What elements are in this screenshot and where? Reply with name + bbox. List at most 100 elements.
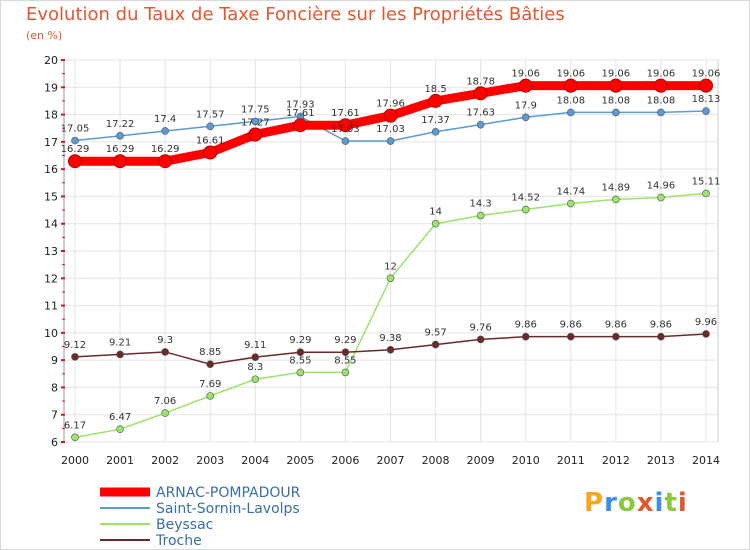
data-label-troche: 9.38	[379, 333, 401, 344]
data-point-troche	[657, 332, 665, 341]
data-point-beyssac	[657, 193, 665, 202]
y-tick-label: 16	[44, 163, 58, 176]
data-label-saint-sornin-lavolps: 17.9	[515, 100, 537, 111]
data-point-arnac-pompadour	[338, 118, 353, 133]
data-point-beyssac	[612, 195, 620, 204]
data-label-saint-sornin-lavolps: 17.22	[106, 119, 135, 130]
data-label-troche: 9.57	[424, 328, 446, 339]
data-label-saint-sornin-lavolps: 17.37	[421, 115, 450, 126]
y-tick-label: 20	[44, 54, 58, 67]
data-label-beyssac: 8.55	[334, 355, 356, 366]
data-point-troche	[296, 348, 305, 357]
legend-label-saint-sornin-lavolps: Saint-Sornin-Lavolps	[156, 501, 300, 517]
data-point-saint-sornin-lavolps	[566, 108, 575, 117]
data-point-saint-sornin-lavolps	[521, 113, 530, 122]
x-tick-label: 2005	[286, 454, 314, 467]
data-point-beyssac	[386, 274, 395, 283]
data-label-beyssac: 12	[384, 261, 397, 272]
data-point-arnac-pompadour	[608, 78, 623, 93]
x-tick-label: 2003	[196, 454, 224, 467]
data-label-saint-sornin-lavolps: 18.08	[602, 95, 631, 106]
logo-letter: r	[604, 488, 618, 518]
data-label-saint-sornin-lavolps: 18.08	[556, 95, 585, 106]
data-point-saint-sornin-lavolps	[341, 137, 350, 145]
data-point-beyssac	[476, 211, 485, 220]
data-label-troche: 9.12	[64, 340, 86, 351]
x-tick-label: 2008	[422, 454, 450, 467]
data-label-arnac-pompadour: 17.96	[376, 99, 405, 110]
data-label-arnac-pompadour: 19.06	[511, 69, 540, 80]
logo-letter: t	[664, 488, 678, 518]
data-point-troche	[161, 348, 169, 356]
logo-letter: P	[584, 488, 605, 518]
y-tick-label: 6	[51, 436, 58, 449]
data-label-arnac-pompadour: 16.61	[196, 135, 225, 146]
x-tick-label: 2012	[602, 454, 630, 467]
data-point-saint-sornin-lavolps	[71, 136, 79, 145]
data-point-beyssac	[341, 368, 350, 377]
y-tick-label: 18	[44, 109, 58, 122]
data-point-arnac-pompadour	[473, 86, 488, 101]
data-point-saint-sornin-lavolps	[431, 127, 440, 136]
data-point-beyssac	[206, 392, 215, 400]
x-tick-label: 2001	[106, 454, 134, 467]
data-label-arnac-pompadour: 19.06	[647, 69, 676, 80]
data-point-arnac-pompadour	[383, 108, 398, 123]
data-point-arnac-pompadour	[248, 127, 263, 142]
data-point-troche	[612, 332, 620, 341]
data-point-arnac-pompadour	[158, 154, 173, 169]
data-label-arnac-pompadour: 17.27	[241, 117, 270, 128]
data-point-troche	[386, 345, 395, 354]
y-tick-label: 8	[51, 381, 58, 394]
data-label-troche: 9.86	[560, 320, 582, 331]
data-label-beyssac: 6.17	[64, 420, 86, 431]
data-point-arnac-pompadour	[653, 78, 668, 93]
data-point-arnac-pompadour	[113, 154, 128, 169]
y-tick-label: 14	[44, 218, 58, 231]
data-label-troche: 8.85	[199, 347, 221, 358]
data-label-troche: 9.3	[157, 335, 173, 346]
data-label-troche: 9.21	[109, 337, 131, 348]
data-label-troche: 9.86	[605, 320, 627, 331]
y-tick-label: 19	[44, 81, 58, 94]
data-label-arnac-pompadour: 16.29	[61, 144, 90, 155]
data-label-beyssac: 14.96	[647, 181, 676, 192]
x-tick-label: 2014	[692, 454, 720, 467]
data-point-saint-sornin-lavolps	[251, 117, 260, 126]
data-point-saint-sornin-lavolps	[386, 137, 395, 145]
data-point-arnac-pompadour	[293, 118, 308, 133]
x-tick-label: 2013	[647, 454, 675, 467]
data-point-troche	[476, 335, 485, 344]
y-tick-label: 7	[51, 409, 58, 422]
legend-label-beyssac: Beyssac	[156, 517, 213, 533]
data-label-troche: 9.86	[650, 320, 672, 331]
y-tick-label: 15	[44, 190, 58, 203]
x-tick-label: 2000	[61, 454, 89, 467]
data-label-beyssac: 7.69	[199, 379, 221, 390]
data-label-beyssac: 8.55	[289, 355, 311, 366]
data-point-troche	[206, 360, 215, 369]
data-point-beyssac	[71, 433, 79, 442]
data-point-troche	[71, 353, 79, 361]
y-tick-label: 11	[44, 300, 58, 313]
data-label-beyssac: 14.3	[470, 199, 492, 210]
data-point-beyssac	[431, 219, 440, 228]
proxiti-logo: Proxiti	[584, 488, 688, 518]
data-point-troche	[521, 332, 530, 341]
data-label-saint-sornin-lavolps: 17.75	[241, 104, 270, 115]
x-tick-label: 2006	[331, 454, 359, 467]
data-point-troche	[341, 348, 350, 357]
data-point-saint-sornin-lavolps	[206, 122, 215, 131]
data-label-arnac-pompadour: 17.61	[286, 108, 315, 119]
data-point-arnac-pompadour	[68, 154, 82, 169]
data-label-troche: 9.76	[470, 322, 492, 333]
logo-letter: i	[677, 488, 688, 518]
data-point-saint-sornin-lavolps	[612, 108, 620, 117]
data-label-beyssac: 7.06	[154, 396, 176, 407]
x-tick-label: 2002	[151, 454, 179, 467]
y-tick-label: 13	[44, 245, 58, 258]
data-point-troche	[566, 332, 575, 341]
data-point-beyssac	[702, 189, 710, 198]
data-label-saint-sornin-lavolps: 18.08	[647, 95, 676, 106]
data-label-saint-sornin-lavolps: 17.03	[376, 124, 405, 135]
